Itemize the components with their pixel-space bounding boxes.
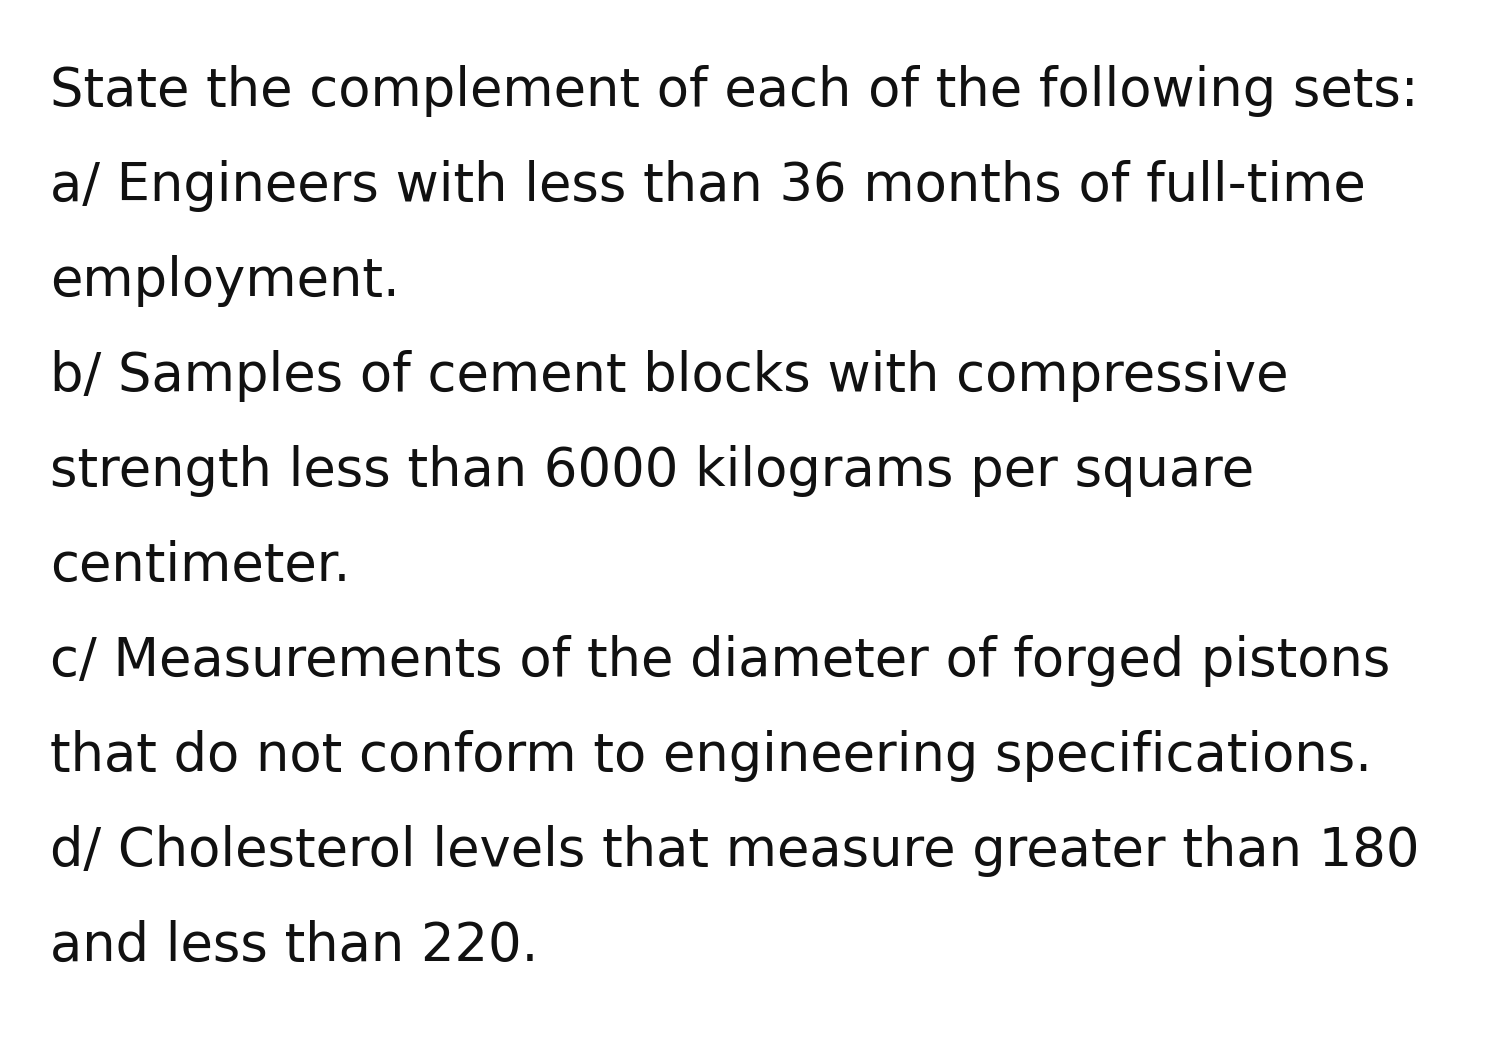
Text: strength less than 6000 kilograms per square: strength less than 6000 kilograms per sq… [50, 445, 1254, 497]
Text: d/ Cholesterol levels that measure greater than 180: d/ Cholesterol levels that measure great… [50, 825, 1419, 877]
Text: State the complement of each of the following sets:: State the complement of each of the foll… [50, 64, 1419, 116]
Text: that do not conform to engineering specifications.: that do not conform to engineering speci… [50, 730, 1372, 782]
Text: centimeter.: centimeter. [50, 540, 351, 592]
Text: a/ Engineers with less than 36 months of full-time: a/ Engineers with less than 36 months of… [50, 160, 1365, 212]
Text: and less than 220.: and less than 220. [50, 920, 538, 972]
Text: b/ Samples of cement blocks with compressive: b/ Samples of cement blocks with compres… [50, 350, 1288, 402]
Text: c/ Measurements of the diameter of forged pistons: c/ Measurements of the diameter of forge… [50, 635, 1390, 687]
Text: employment.: employment. [50, 255, 399, 307]
